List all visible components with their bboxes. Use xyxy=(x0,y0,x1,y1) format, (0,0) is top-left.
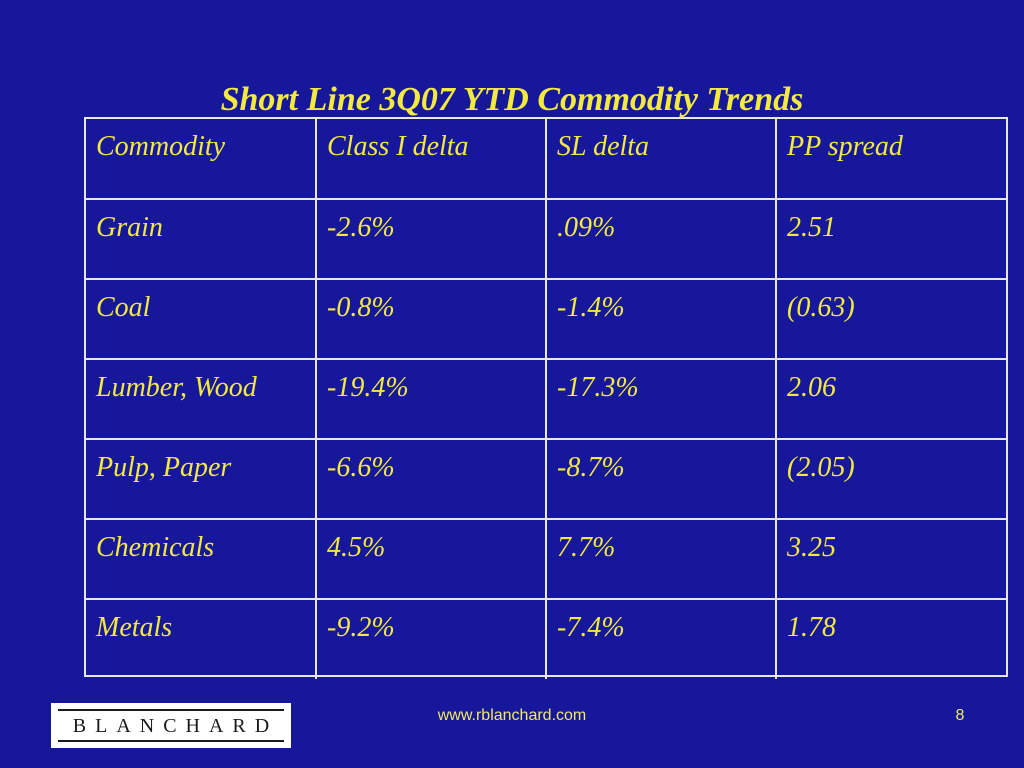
logo-frame: BLANCHARD xyxy=(58,709,284,742)
cell-pp-spread: (2.05) xyxy=(775,438,1006,520)
cell-commodity: Lumber, Wood xyxy=(86,358,317,440)
page-number: 8 xyxy=(955,707,965,724)
blanchard-logo: BLANCHARD xyxy=(51,703,291,748)
cell-class-i-delta: -9.2% xyxy=(315,598,547,679)
cell-pp-spread: 3.25 xyxy=(775,518,1006,600)
cell-pp-spread: 2.51 xyxy=(775,198,1006,280)
table-row: Grain -2.6% .09% 2.51 xyxy=(86,198,1006,280)
cell-class-i-delta: -2.6% xyxy=(315,198,547,280)
commodity-table-grid: Commodity Class I delta SL delta PP spre… xyxy=(86,119,1006,679)
table-row: Coal -0.8% -1.4% (0.63) xyxy=(86,278,1006,360)
cell-class-i-delta: 4.5% xyxy=(315,518,547,600)
header-sl-delta: SL delta xyxy=(545,119,777,200)
cell-class-i-delta: -19.4% xyxy=(315,358,547,440)
table-row: Pulp, Paper -6.6% -8.7% (2.05) xyxy=(86,438,1006,520)
logo-text: BLANCHARD xyxy=(72,714,279,737)
table-header-row: Commodity Class I delta SL delta PP spre… xyxy=(86,119,1006,200)
cell-class-i-delta: -6.6% xyxy=(315,438,547,520)
cell-commodity: Coal xyxy=(86,278,317,360)
cell-commodity: Pulp, Paper xyxy=(86,438,317,520)
cell-sl-delta: -7.4% xyxy=(545,598,777,679)
slide-title: Short Line 3Q07 YTD Commodity Trends xyxy=(220,81,804,118)
cell-sl-delta: -8.7% xyxy=(545,438,777,520)
table-row: Lumber, Wood -19.4% -17.3% 2.06 xyxy=(86,358,1006,440)
footer-url[interactable]: www.rblanchard.com xyxy=(437,707,587,724)
cell-sl-delta: -17.3% xyxy=(545,358,777,440)
header-pp-spread: PP spread xyxy=(775,119,1006,200)
cell-commodity: Chemicals xyxy=(86,518,317,600)
cell-commodity: Metals xyxy=(86,598,317,679)
commodity-table: Commodity Class I delta SL delta PP spre… xyxy=(84,117,1008,679)
header-class-i-delta: Class I delta xyxy=(315,119,547,200)
cell-sl-delta: .09% xyxy=(545,198,777,280)
header-commodity: Commodity xyxy=(86,119,317,200)
cell-pp-spread: (0.63) xyxy=(775,278,1006,360)
cell-class-i-delta: -0.8% xyxy=(315,278,547,360)
cell-pp-spread: 1.78 xyxy=(775,598,1006,679)
cell-commodity: Grain xyxy=(86,198,317,280)
cell-sl-delta: -1.4% xyxy=(545,278,777,360)
table-row: Metals -9.2% -7.4% 1.78 xyxy=(86,598,1006,679)
cell-pp-spread: 2.06 xyxy=(775,358,1006,440)
table-row: Chemicals 4.5% 7.7% 3.25 xyxy=(86,518,1006,600)
cell-sl-delta: 7.7% xyxy=(545,518,777,600)
